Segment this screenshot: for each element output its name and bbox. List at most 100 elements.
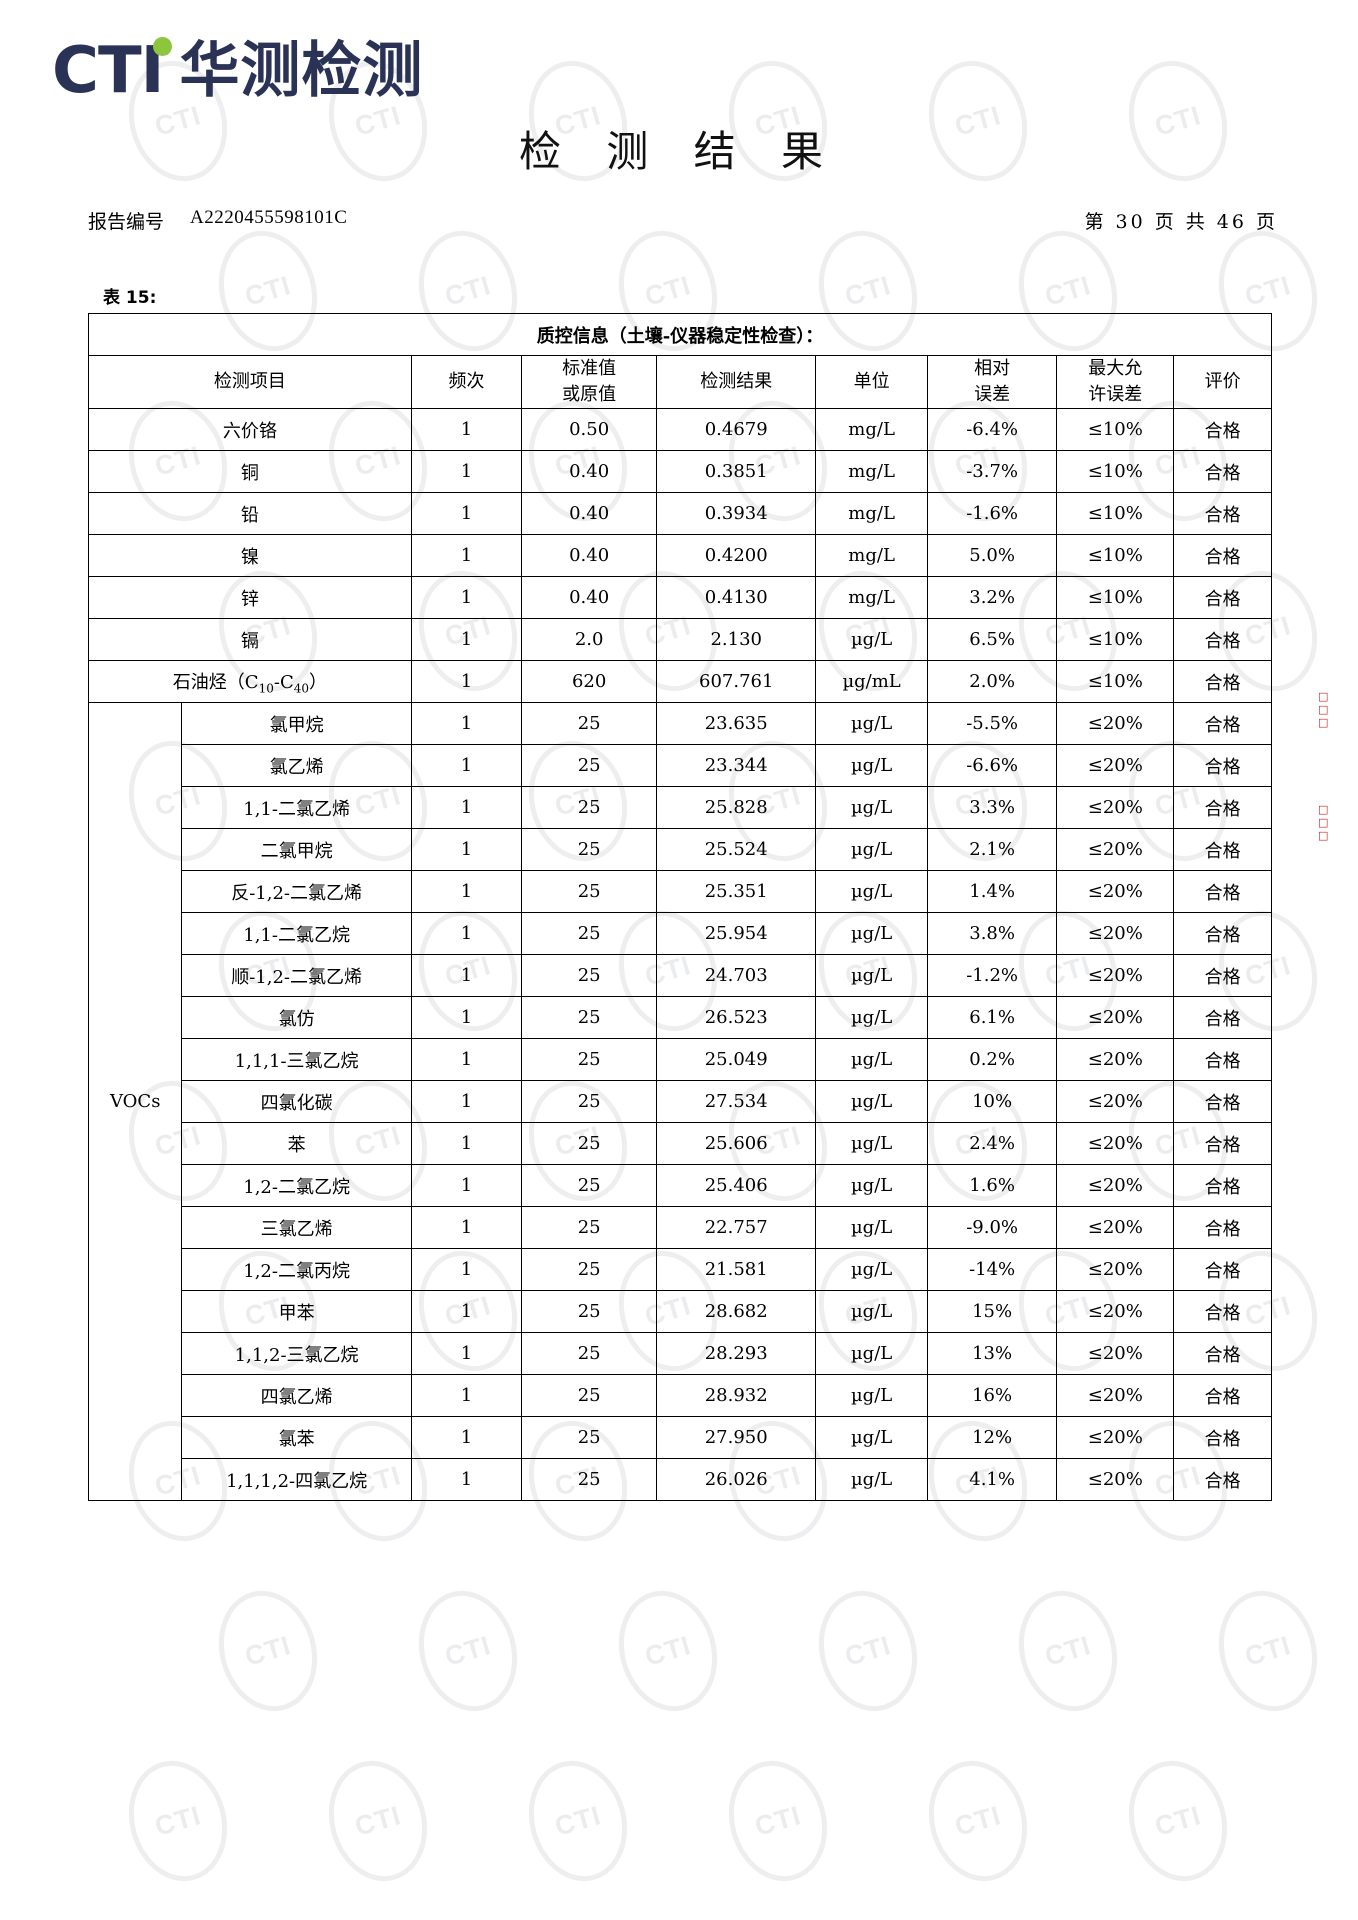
cell-result: 0.4130 <box>656 576 817 619</box>
cell-evaluation: 合格 <box>1173 576 1272 619</box>
table-row: 石油烃（C10-C40） 1 620 607.761 µg/mL 2.0% ≤10% 合格 <box>88 660 1272 703</box>
cell-evaluation: 合格 <box>1173 786 1272 829</box>
cell-result: 0.4679 <box>656 408 817 451</box>
cti-watermark: CTI <box>515 1749 641 1893</box>
cell-standard-value: 2.0 <box>521 618 658 661</box>
cell-frequency: 1 <box>410 534 523 577</box>
cell-result: 21.581 <box>656 1248 817 1291</box>
cell-relative-error: -14% <box>926 1248 1058 1291</box>
cell-unit: µg/L <box>815 1038 928 1081</box>
cell-relative-error: 2.0% <box>926 660 1058 703</box>
cell-standard-value: 25 <box>521 1248 658 1291</box>
cell-max-allowed-error: ≤20% <box>1056 1038 1175 1081</box>
table-row: VOCs 氯甲烷 1 25 23.635 µg/L -5.5% ≤20% 合格 <box>87 702 1272 1501</box>
cell-standard-value: 25 <box>521 912 658 955</box>
cell-evaluation: 合格 <box>1173 1332 1272 1375</box>
cell-max-allowed-error: ≤20% <box>1056 912 1175 955</box>
cell-max-allowed-error: ≤20% <box>1056 1206 1175 1249</box>
cell-unit: µg/L <box>815 1080 928 1123</box>
cell-result: 25.524 <box>656 828 817 871</box>
cell-item: 六价铬 <box>88 408 412 451</box>
cell-item: 顺-1,2-二氯乙烯 <box>181 954 412 997</box>
cell-result: 23.344 <box>656 744 817 787</box>
column-header-unit: 单位 <box>815 355 928 409</box>
cell-frequency: 1 <box>410 1248 523 1291</box>
cell-unit: mg/L <box>815 492 928 535</box>
cell-standard-value: 25 <box>521 786 658 829</box>
cell-result: 24.703 <box>656 954 817 997</box>
cell-standard-value: 25 <box>521 1458 658 1501</box>
cti-logo: CTI 华测检测 <box>52 37 423 103</box>
qc-table-wrapper: 质控信息（土壤-仪器稳定性检查）： 检测项目 频次 标准值 或原值 检测结果 单… <box>87 313 1272 1501</box>
cell-result: 28.932 <box>656 1374 817 1417</box>
cell-unit: µg/L <box>815 1206 928 1249</box>
cell-standard-value: 0.40 <box>521 534 658 577</box>
cell-max-allowed-error: ≤10% <box>1056 408 1175 451</box>
cell-unit: µg/L <box>815 870 928 913</box>
table-row: 氯乙烯 1 25 23.344 µg/L -6.6% ≤20% 合格 <box>89 744 1272 787</box>
cell-frequency: 1 <box>410 870 523 913</box>
table-row: 1,1-二氯乙烷 1 25 25.954 µg/L 3.8% ≤20% 合格 <box>89 912 1272 955</box>
cell-relative-error: 3.8% <box>926 912 1058 955</box>
cell-relative-error: -1.6% <box>926 492 1058 535</box>
cell-standard-value: 25 <box>521 828 658 871</box>
cell-standard-value: 0.40 <box>521 492 658 535</box>
cell-max-allowed-error: ≤20% <box>1056 1080 1175 1123</box>
cell-unit: µg/L <box>815 1332 928 1375</box>
cti-watermark: CTI <box>915 1749 1041 1893</box>
cell-standard-value: 25 <box>521 870 658 913</box>
cell-result: 27.950 <box>656 1416 817 1459</box>
cell-frequency: 1 <box>410 744 523 787</box>
cell-frequency: 1 <box>410 1122 523 1165</box>
cell-standard-value: 25 <box>521 702 658 745</box>
cell-evaluation: 合格 <box>1173 996 1272 1039</box>
cell-item: 氯甲烷 <box>181 702 412 745</box>
table-row: 反-1,2-二氯乙烯 1 25 25.351 µg/L 1.4% ≤20% 合格 <box>89 870 1272 913</box>
table-row: 1,1,1-三氯乙烷 1 25 25.049 µg/L 0.2% ≤20% 合格 <box>89 1038 1272 1081</box>
table-row: 三氯乙烯 1 25 22.757 µg/L -9.0% ≤20% 合格 <box>89 1206 1272 1249</box>
cell-relative-error: 6.5% <box>926 618 1058 661</box>
cell-max-allowed-error: ≤20% <box>1056 1248 1175 1291</box>
table-row: 四氯化碳 1 25 27.534 µg/L 10% ≤20% 合格 <box>89 1080 1272 1123</box>
cell-max-allowed-error: ≤20% <box>1056 1332 1175 1375</box>
cti-watermark: CTI <box>805 1579 931 1723</box>
cell-result: 607.761 <box>656 660 817 703</box>
table-row: 铜 1 0.40 0.3851 mg/L -3.7% ≤10% 合格 <box>88 450 1272 493</box>
cell-standard-value: 25 <box>521 996 658 1039</box>
cell-frequency: 1 <box>410 660 523 703</box>
cell-standard-value: 25 <box>521 1122 658 1165</box>
cell-item: 铅 <box>88 492 412 535</box>
table-row: 铅 1 0.40 0.3934 mg/L -1.6% ≤10% 合格 <box>88 492 1272 535</box>
cell-unit: µg/L <box>815 1122 928 1165</box>
table-row: 氯仿 1 25 26.523 µg/L 6.1% ≤20% 合格 <box>89 996 1272 1039</box>
cell-standard-value: 25 <box>521 1080 658 1123</box>
cell-max-allowed-error: ≤20% <box>1056 1416 1175 1459</box>
column-header-frequency: 频次 <box>410 355 523 409</box>
cell-frequency: 1 <box>410 1038 523 1081</box>
cell-relative-error: -3.7% <box>926 450 1058 493</box>
cell-max-allowed-error: ≤10% <box>1056 492 1175 535</box>
column-header-relative-error: 相对 误差 <box>926 355 1058 409</box>
cell-result: 25.828 <box>656 786 817 829</box>
cell-relative-error: 4.1% <box>926 1458 1058 1501</box>
cell-max-allowed-error: ≤20% <box>1056 828 1175 871</box>
cti-watermark: CTI <box>605 1579 731 1723</box>
cti-wordmark-text: CTI <box>52 34 164 108</box>
cell-evaluation: 合格 <box>1173 828 1272 871</box>
cell-relative-error: 5.0% <box>926 534 1058 577</box>
cell-relative-error: 3.3% <box>926 786 1058 829</box>
table-row: 镉 1 2.0 2.130 µg/L 6.5% ≤10% 合格 <box>88 618 1272 661</box>
cell-result: 28.293 <box>656 1332 817 1375</box>
cell-evaluation: 合格 <box>1173 954 1272 997</box>
report-meta: 报告编号 A2220455598101C 第 30 页 共 46 页 <box>88 207 1278 234</box>
cell-standard-value: 0.40 <box>521 576 658 619</box>
cell-item: 1,1,1,2-四氯乙烷 <box>181 1458 412 1501</box>
cell-relative-error: 1.4% <box>926 870 1058 913</box>
cell-item: 氯乙烯 <box>181 744 412 787</box>
cell-frequency: 1 <box>410 954 523 997</box>
column-header-max-line2: 许误差 <box>1088 384 1143 405</box>
cell-relative-error: 2.1% <box>926 828 1058 871</box>
cell-item: 1,1,1-三氯乙烷 <box>181 1038 412 1081</box>
cell-unit: µg/L <box>815 1290 928 1333</box>
cell-unit: µg/L <box>815 828 928 871</box>
